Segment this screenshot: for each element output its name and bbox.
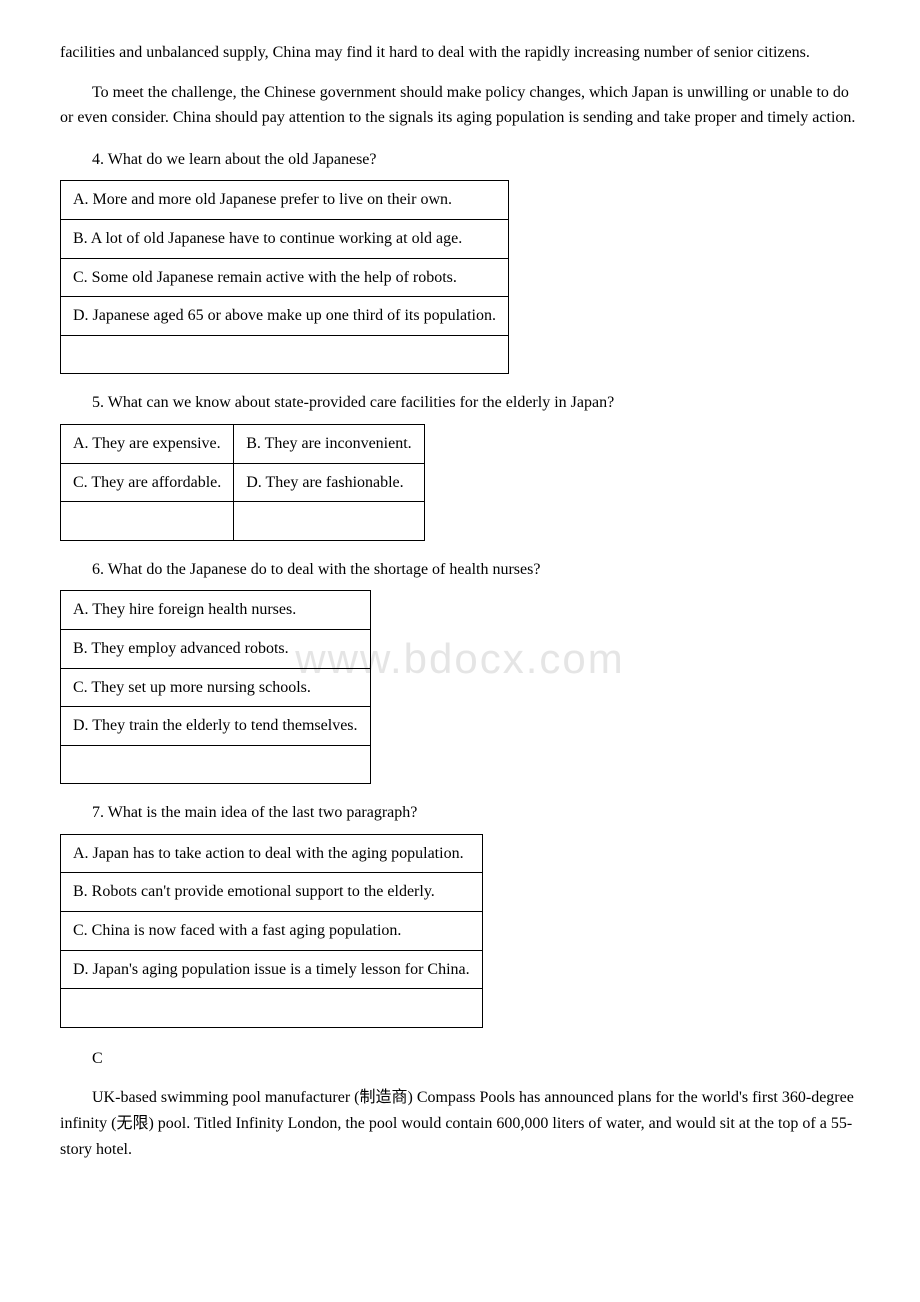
question-7-empty-row [61,989,483,1028]
question-4-options-table: A. More and more old Japanese prefer to … [60,180,509,374]
document-content: facilities and unbalanced supply, China … [60,40,860,1162]
question-6-option-c: C. They set up more nursing schools. [61,668,371,707]
question-4-option-a: A. More and more old Japanese prefer to … [61,181,509,220]
question-5-empty-cell-2 [234,502,424,541]
question-6-option-b: B. They employ advanced robots. [61,629,371,668]
question-5-option-d: D. They are fashionable. [234,463,424,502]
question-7-option-c: C. China is now faced with a fast aging … [61,912,483,951]
question-4-option-c: C. Some old Japanese remain active with … [61,258,509,297]
question-7-option-d: D. Japan's aging population issue is a t… [61,950,483,989]
question-6-option-a: A. They hire foreign health nurses. [61,591,371,630]
question-6-empty-row [61,745,371,784]
question-6-text: 6. What do the Japanese do to deal with … [60,557,860,583]
question-5-text: 5. What can we know about state-provided… [60,390,860,416]
question-7-text: 7. What is the main idea of the last two… [60,800,860,826]
question-6-option-d: D. They train the elderly to tend themse… [61,707,371,746]
question-5-empty-cell-1 [61,502,234,541]
question-5-options-table: A. They are expensive. B. They are incon… [60,424,425,541]
question-7-option-b: B. Robots can't provide emotional suppor… [61,873,483,912]
question-5-option-a: A. They are expensive. [61,424,234,463]
section-c-label: C [60,1046,860,1072]
question-4-option-b: B. A lot of old Japanese have to continu… [61,219,509,258]
question-5-option-b: B. They are inconvenient. [234,424,424,463]
question-7-option-a: A. Japan has to take action to deal with… [61,834,483,873]
question-6-options-table: A. They hire foreign health nurses. B. T… [60,590,371,784]
question-4-empty-row [61,335,509,374]
question-4-text: 4. What do we learn about the old Japane… [60,147,860,173]
question-4-option-d: D. Japanese aged 65 or above make up one… [61,297,509,336]
section-c-paragraph-1: UK-based swimming pool manufacturer (制造商… [60,1085,860,1162]
intro-paragraph-2: To meet the challenge, the Chinese gover… [60,80,860,131]
question-5-option-c: C. They are affordable. [61,463,234,502]
question-7-options-table: A. Japan has to take action to deal with… [60,834,483,1028]
intro-paragraph-1: facilities and unbalanced supply, China … [60,40,860,66]
